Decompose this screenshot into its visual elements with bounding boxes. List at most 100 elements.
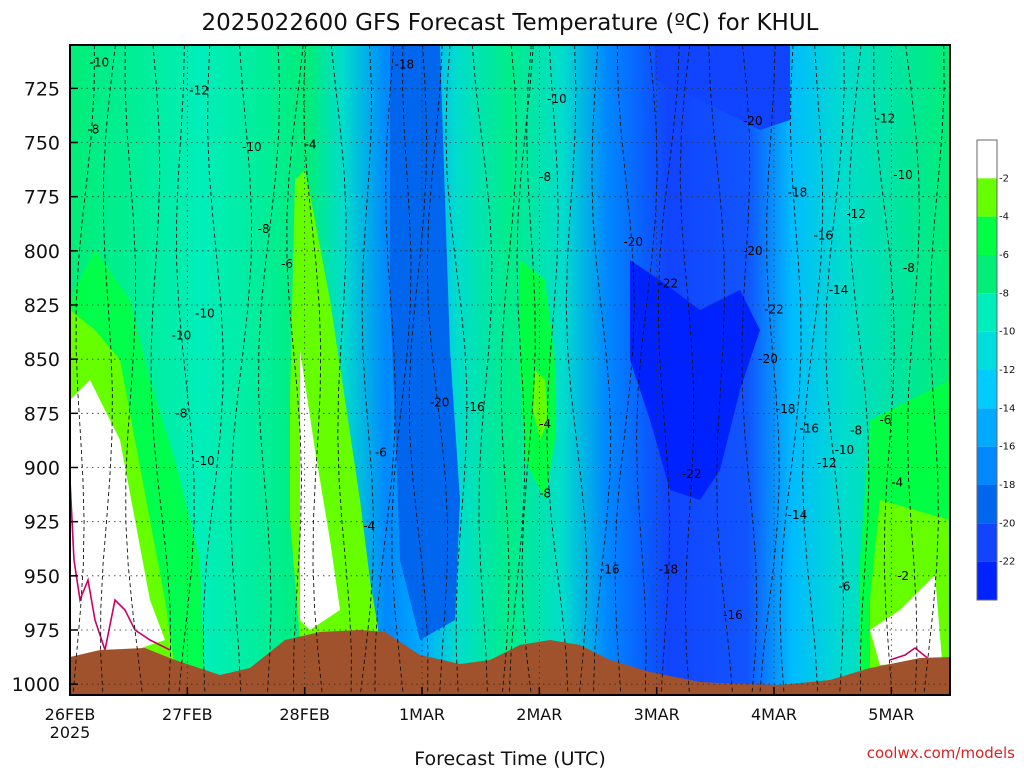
colorbar-swatch	[977, 293, 997, 332]
contour-label: -12	[817, 456, 837, 470]
isotherm-line	[905, 45, 920, 695]
contour-label: -20	[743, 244, 763, 258]
y-tick-label: 775	[24, 187, 60, 209]
contour-lines	[72, 45, 945, 695]
colorbar-label: -8	[999, 288, 1009, 299]
y-tick-label: 1000	[12, 674, 60, 696]
dewpoint-line-right	[889, 647, 931, 661]
isotherm-line	[258, 45, 281, 695]
colorbar-label: -10	[999, 327, 1015, 338]
isotherm-line	[591, 45, 612, 695]
contour-label: -6	[375, 445, 387, 459]
contour-label: -12	[876, 112, 896, 126]
contour-label: -8	[539, 170, 551, 184]
x-axis: 26FEB 27FEB 28FEB 1MAR 2MAR 3MAR 4MAR 5MAR 2025	[45, 687, 914, 742]
colorbar-label: -12	[999, 365, 1015, 376]
contour-label: -8	[903, 261, 915, 275]
colorbar-label: -2	[999, 173, 1009, 184]
isotherm-line	[825, 45, 845, 695]
isotherm-line	[150, 45, 172, 695]
isotherm-line	[500, 45, 517, 695]
contour-label: -22	[682, 467, 702, 481]
isotherm-line	[546, 45, 569, 695]
isotherm-line	[636, 45, 658, 695]
isotherm-line	[521, 45, 536, 695]
warm-region-2mar-core	[533, 370, 548, 440]
contour-label: -10	[835, 443, 855, 457]
above-freezing-28feb	[300, 350, 340, 630]
contour-label: -10	[195, 454, 215, 468]
contour-labels: -10-12-8-10 -4-8-6-10-10-8-10-6-4-18-10-8…	[87, 55, 915, 621]
isotherm-line	[508, 45, 534, 695]
isotherm-line	[657, 45, 680, 695]
contour-label: -6	[838, 580, 850, 594]
y-tick-label: 825	[24, 295, 60, 317]
y-tick-label: 875	[24, 403, 60, 425]
colorbar-swatch	[977, 140, 997, 179]
y-tick-label: 800	[24, 241, 60, 263]
isotherm-line	[679, 45, 695, 695]
isotherm-line	[124, 45, 143, 695]
isotherm-line	[708, 45, 734, 695]
contour-label: -10	[547, 92, 567, 106]
y-tick-label: 850	[24, 349, 60, 371]
plot-frame	[69, 44, 951, 696]
y-tick-label: 900	[24, 458, 60, 480]
colorbar-swatch	[977, 370, 997, 409]
colorbar-label: -14	[999, 403, 1015, 414]
y-axis: 725 750 775 800 825 850 875 900 925 950 975 1000	[12, 78, 78, 696]
x-tick-year: 2025	[50, 723, 91, 742]
contour-label: -10	[893, 168, 913, 182]
isotherm-line	[802, 45, 824, 695]
isotherm-line	[72, 45, 95, 695]
isotherm-line	[565, 45, 588, 695]
x-tick-label: 27FEB	[162, 705, 213, 724]
cold-region-4mar	[630, 260, 760, 500]
x-tick-label: 1MAR	[399, 705, 445, 724]
temperature-field	[70, 45, 950, 695]
x-tick-label: 5MAR	[868, 705, 914, 724]
contour-label: -8	[87, 123, 99, 137]
colorbar-swatch	[977, 446, 997, 485]
isotherm-line	[359, 45, 375, 695]
contour-label: -4	[891, 476, 903, 490]
isotherm-line	[303, 45, 323, 695]
isotherm-line	[923, 45, 945, 695]
contour-label: -4	[305, 138, 317, 152]
x-axis-title: Forecast Time (UTC)	[414, 748, 605, 768]
colorbar-swatch	[977, 331, 997, 370]
isotherm-line	[445, 45, 468, 695]
isotherm-line	[230, 45, 253, 695]
isotherm-line	[741, 45, 758, 695]
contour-label: -18	[395, 58, 415, 72]
contour-label: -12	[846, 207, 866, 221]
contour-label: -12	[189, 84, 209, 98]
y-tick-label: 950	[24, 566, 60, 588]
x-tick-label: 28FEB	[279, 705, 330, 724]
contour-label: -18	[776, 402, 796, 416]
colorbar-swatch	[977, 178, 997, 217]
contour-label: -8	[850, 424, 862, 438]
contour-label: -10	[242, 140, 262, 154]
colorbar-swatch	[977, 523, 997, 562]
contour-label: -6	[879, 413, 891, 427]
chart-title: 2025022600 GFS Forecast Temperature (ºC)…	[202, 10, 819, 36]
y-tick-label: 725	[24, 78, 60, 100]
colorbar-swatch	[977, 485, 997, 524]
x-tick-label: 4MAR	[751, 705, 797, 724]
contour-label: -16	[600, 562, 620, 576]
contour-label: -16	[813, 229, 833, 243]
plot-area	[70, 45, 950, 695]
contour-label: -16	[799, 422, 819, 436]
colorbar-label: -20	[999, 518, 1015, 529]
colorbar-label: -4	[999, 212, 1009, 223]
colorbar-swatch	[977, 216, 997, 255]
isotherm-line	[848, 45, 870, 695]
x-tick-label: 26FEB	[45, 705, 96, 724]
colorbar-label: -18	[999, 480, 1015, 491]
cold-region-3mar-top	[655, 45, 790, 130]
colorbar-swatch	[977, 255, 997, 294]
contour-label: -8	[539, 487, 551, 501]
contour-label: -16	[465, 400, 485, 414]
